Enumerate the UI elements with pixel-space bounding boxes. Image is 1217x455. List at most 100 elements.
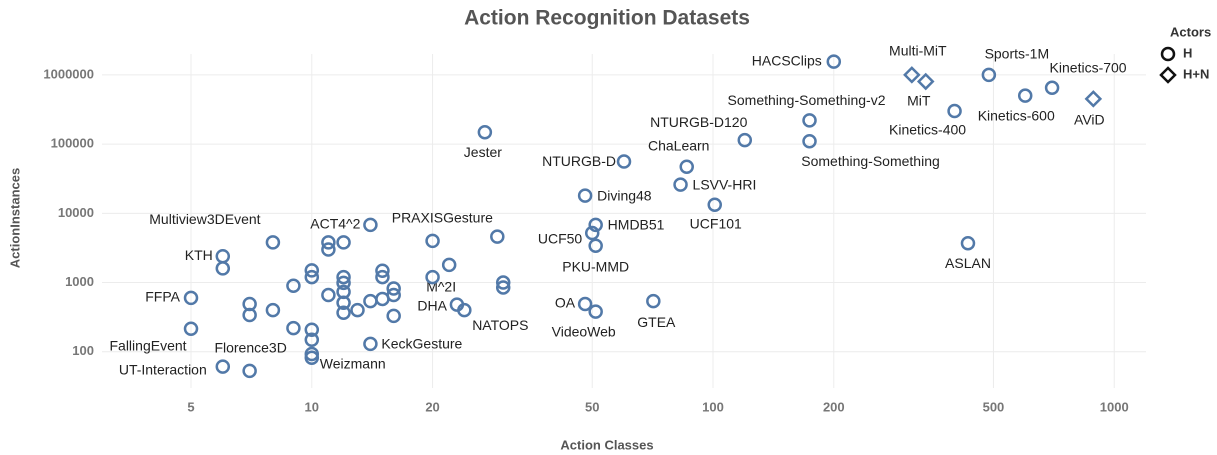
point bbox=[183, 290, 199, 306]
chart-title: Action Recognition Datasets bbox=[464, 7, 750, 30]
point bbox=[673, 177, 688, 192]
point bbox=[802, 133, 817, 149]
point bbox=[1044, 80, 1060, 96]
point bbox=[707, 197, 722, 212]
point bbox=[242, 307, 257, 323]
x-axis-label: Action Classes bbox=[560, 437, 653, 452]
point-label: DHA bbox=[417, 297, 447, 313]
point bbox=[477, 125, 493, 140]
point bbox=[336, 275, 351, 291]
x-tick-label: 200 bbox=[823, 399, 845, 414]
point bbox=[960, 235, 976, 251]
point-label: ACT4^2 bbox=[310, 216, 360, 232]
point-label: Sports-1M bbox=[985, 46, 1050, 62]
y-axis-label: ActionInstances bbox=[7, 168, 22, 268]
point-label: HACSClips bbox=[752, 52, 822, 68]
y-tick-label: 1000 bbox=[65, 274, 94, 289]
point bbox=[375, 291, 390, 307]
point bbox=[265, 235, 281, 250]
x-tick-label: 5 bbox=[187, 399, 194, 414]
y-tick-label: 10000 bbox=[58, 205, 94, 220]
point-label: ChaLearn bbox=[648, 137, 710, 153]
point bbox=[386, 281, 401, 296]
y-tick-label: 100000 bbox=[51, 136, 94, 151]
point bbox=[386, 308, 401, 324]
point-label: FallingEvent bbox=[109, 337, 186, 353]
point bbox=[646, 293, 661, 309]
point-label: HMDB51 bbox=[608, 217, 665, 233]
point-label: PKU-MMD bbox=[562, 258, 629, 274]
point-label: ASLAN bbox=[945, 255, 991, 271]
point bbox=[375, 263, 390, 279]
point-label: AViD bbox=[1074, 112, 1105, 128]
y-tick-label: 1000000 bbox=[43, 66, 94, 81]
point-label: Diving48 bbox=[597, 187, 652, 203]
x-tick-label: 1000 bbox=[1100, 399, 1129, 414]
point bbox=[350, 302, 365, 318]
point-label: Jester bbox=[464, 144, 502, 160]
point bbox=[916, 72, 935, 91]
point bbox=[802, 113, 817, 128]
point bbox=[363, 336, 378, 352]
point bbox=[304, 346, 320, 362]
point bbox=[265, 302, 281, 318]
point bbox=[375, 269, 390, 285]
point-label: UCF50 bbox=[538, 231, 583, 247]
point bbox=[363, 217, 378, 233]
point bbox=[679, 159, 694, 175]
y-tick-label: 100 bbox=[72, 343, 94, 358]
point-label: NTURGB-D120 bbox=[650, 114, 747, 130]
point bbox=[336, 235, 351, 250]
point bbox=[336, 295, 351, 311]
point bbox=[495, 275, 511, 290]
point-label: UT-Interaction bbox=[119, 361, 207, 377]
point bbox=[286, 278, 301, 293]
legend-label: H+N bbox=[1183, 66, 1209, 81]
point bbox=[183, 321, 199, 337]
point-label: FFPA bbox=[145, 289, 180, 305]
point bbox=[441, 257, 457, 273]
x-tick-label: 100 bbox=[702, 399, 724, 414]
point bbox=[304, 332, 320, 348]
point-label: Something-Something-v2 bbox=[728, 92, 886, 108]
point-label: GTEA bbox=[637, 314, 676, 330]
point-label: OA bbox=[555, 295, 576, 311]
point bbox=[1084, 90, 1103, 108]
point-label: PRAXISGesture bbox=[392, 209, 493, 225]
point bbox=[737, 132, 753, 148]
point bbox=[425, 269, 440, 285]
point bbox=[588, 238, 603, 254]
point bbox=[495, 280, 511, 295]
point bbox=[577, 188, 593, 203]
point bbox=[215, 248, 231, 264]
point bbox=[490, 229, 505, 244]
point-label: Florence3D bbox=[214, 340, 286, 356]
point bbox=[903, 66, 921, 84]
point-label: KTH bbox=[185, 247, 213, 263]
point bbox=[363, 293, 378, 309]
point bbox=[286, 320, 301, 336]
point-label: MiT bbox=[907, 92, 931, 108]
point bbox=[981, 67, 997, 83]
point bbox=[457, 302, 472, 318]
legend-marker bbox=[1159, 66, 1177, 84]
point-label: Kinetics-600 bbox=[978, 107, 1055, 123]
point-label: Multiview3DEvent bbox=[149, 211, 260, 227]
point-label: M^2I bbox=[426, 279, 456, 295]
point bbox=[588, 304, 603, 319]
point bbox=[826, 54, 842, 69]
point bbox=[304, 263, 320, 278]
point-label: Weizmann bbox=[320, 355, 386, 371]
point bbox=[304, 322, 320, 338]
point-label: KeckGesture bbox=[381, 336, 462, 352]
point-label: Multi-MiT bbox=[889, 43, 947, 59]
point bbox=[947, 103, 962, 119]
point bbox=[321, 242, 336, 257]
point bbox=[577, 296, 593, 312]
point bbox=[321, 287, 336, 303]
x-tick-label: 10 bbox=[305, 399, 319, 414]
point bbox=[242, 363, 257, 379]
x-tick-label: 500 bbox=[983, 399, 1005, 414]
legend-label: H bbox=[1183, 45, 1192, 60]
